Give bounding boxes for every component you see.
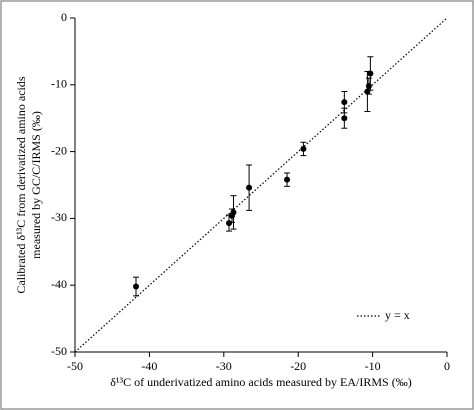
point [284, 176, 291, 183]
y-tick-label: -30 [51, 210, 67, 224]
x-tick-label: 0 [444, 359, 450, 373]
y-tick-label: -40 [51, 277, 67, 291]
point [341, 99, 348, 106]
y-tick-label: -50 [51, 344, 67, 358]
x-tick-label: -20 [290, 359, 306, 373]
x-tick-label: -30 [216, 359, 232, 373]
x-tick-label: -40 [141, 359, 157, 373]
x-tick-label: -10 [365, 359, 381, 373]
point [365, 83, 372, 90]
point [367, 70, 374, 77]
point [341, 115, 348, 122]
legend-label: y = x [385, 308, 410, 322]
point [226, 220, 233, 227]
point [364, 88, 371, 95]
reference-line [74, 17, 448, 353]
point [133, 283, 140, 290]
x-tick-label: -50 [67, 359, 83, 373]
y-axis-label: Calibrated δ¹³C from derivatized amino a… [14, 76, 43, 293]
y-tick-label: -20 [51, 143, 67, 157]
y-tick-label: -10 [51, 77, 67, 91]
x-axis-label: δ¹³C of underivatized amino acids measur… [110, 375, 411, 389]
point [230, 209, 237, 216]
point [300, 145, 307, 152]
y-tick-label: 0 [61, 10, 67, 24]
y-axis-label-line: Calibrated δ¹³C from derivatized amino a… [14, 76, 28, 293]
y-axis-label-line: measured by GC/C/IRMS (‰) [29, 111, 43, 259]
point [246, 184, 253, 191]
